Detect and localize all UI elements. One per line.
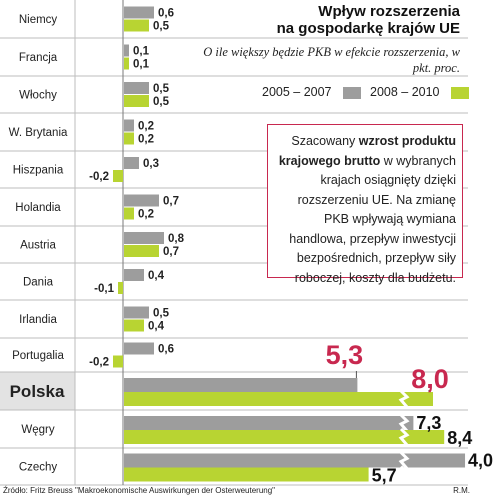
category-label: Portugalia bbox=[12, 350, 64, 362]
labels-layer: Niemcy0,60,5Francja0,10,1Włochy0,50,5W. … bbox=[9, 8, 493, 486]
bar-austria-s2 bbox=[124, 245, 159, 257]
bar-niemcy-s1 bbox=[124, 6, 154, 19]
value-label: 0,3 bbox=[143, 158, 159, 170]
bar-w-ochy-s1 bbox=[124, 82, 149, 94]
bar-holandia-s2 bbox=[124, 207, 134, 220]
value-label: 0,2 bbox=[138, 209, 154, 221]
value-label-large: 8,4 bbox=[447, 428, 472, 448]
chart-title-line1: Wpływ rozszerzenia bbox=[318, 3, 460, 20]
value-label: 0,8 bbox=[168, 233, 185, 245]
bar-czechy-s1 bbox=[124, 453, 466, 468]
legend-series1-label: 2005 – 2007 bbox=[262, 85, 332, 99]
value-label: 0,7 bbox=[163, 246, 179, 258]
bar-w-brytania-s1 bbox=[124, 119, 134, 132]
category-label: Włochy bbox=[19, 90, 57, 102]
bar-portugalia-s2 bbox=[113, 355, 123, 368]
value-label-large: 4,0 bbox=[468, 451, 493, 471]
category-label: Dania bbox=[23, 277, 54, 289]
value-label: 0,6 bbox=[158, 8, 174, 20]
value-label: 0,5 bbox=[153, 308, 170, 320]
value-label: 0,5 bbox=[153, 21, 170, 33]
bar-austria-s1 bbox=[124, 232, 164, 244]
chart-title: Wpływ rozszerzenia na gospodarkę krajów … bbox=[160, 3, 460, 37]
legend-series2: 2008 – 2010 bbox=[370, 84, 469, 100]
value-label: 0,6 bbox=[158, 344, 174, 356]
category-label: Irlandia bbox=[19, 314, 57, 326]
category-label: Czechy bbox=[19, 462, 58, 474]
value-label-large: 5,7 bbox=[372, 466, 397, 486]
bar-holandia-s1 bbox=[124, 194, 159, 207]
category-label: Holandia bbox=[15, 202, 61, 214]
axis-break-mark bbox=[398, 427, 410, 446]
bar-czechy-s2 bbox=[124, 467, 369, 482]
axis-break-mark bbox=[398, 451, 410, 470]
info-text-before: Szacowany bbox=[291, 134, 359, 148]
legend-series2-swatch bbox=[451, 86, 469, 99]
value-label: 0,1 bbox=[133, 59, 150, 71]
bar-portugalia-s1 bbox=[124, 342, 154, 355]
value-label: 0,4 bbox=[148, 321, 165, 333]
bar-polska-s2 bbox=[124, 392, 433, 406]
bar-niemcy-s2 bbox=[124, 19, 149, 32]
chart-title-line2: na gospodarkę krajów UE bbox=[276, 20, 460, 37]
category-label: Austria bbox=[20, 240, 56, 252]
bar-francja-s2 bbox=[124, 57, 129, 70]
bar-w-ochy-s2 bbox=[124, 95, 149, 107]
bar-dania-s1 bbox=[124, 269, 144, 281]
bar-polska-s1 bbox=[124, 378, 358, 392]
info-text-after: w wybranych krajach osiągnięty dzięki ro… bbox=[289, 153, 456, 285]
value-label: -0,2 bbox=[89, 171, 109, 183]
axis-break-mark bbox=[398, 375, 410, 394]
value-label-large: 7,3 bbox=[416, 413, 441, 433]
axis-break-mark bbox=[398, 389, 410, 408]
bar-w-gry-s1 bbox=[124, 416, 414, 430]
value-label: 0,1 bbox=[133, 46, 150, 58]
bar-francja-s1 bbox=[124, 44, 129, 57]
info-box: Szacowany wzrost produktu krajowego brut… bbox=[267, 124, 463, 285]
info-text-bold: wzrost produktu krajowego brutto bbox=[278, 134, 456, 168]
value-label: 0,2 bbox=[138, 134, 154, 146]
category-label: Francja bbox=[19, 52, 58, 64]
bars-layer bbox=[113, 6, 466, 484]
category-label: Hiszpania bbox=[13, 165, 64, 177]
bar-dania-s2 bbox=[118, 282, 123, 294]
legend-series1-swatch bbox=[343, 86, 361, 99]
axis-break-mark bbox=[398, 413, 410, 432]
bar-irlandia-s1 bbox=[124, 306, 149, 319]
axis-break-mark bbox=[398, 465, 410, 484]
bar-w-brytania-s2 bbox=[124, 132, 134, 145]
value-label: -0,1 bbox=[94, 283, 114, 295]
grid-layer bbox=[0, 0, 468, 486]
value-label-highlight: 8,0 bbox=[411, 364, 449, 394]
value-label: 0,7 bbox=[163, 196, 179, 208]
category-label: W. Brytania bbox=[9, 127, 68, 139]
category-label: Polska bbox=[10, 382, 65, 401]
value-label: 0,5 bbox=[153, 83, 170, 95]
bar-hiszpania-s1 bbox=[124, 157, 139, 169]
bar-hiszpania-s2 bbox=[113, 170, 123, 182]
value-label-highlight: 5,3 bbox=[326, 340, 364, 370]
value-label: -0,2 bbox=[89, 357, 109, 369]
bar-irlandia-s2 bbox=[124, 319, 144, 332]
chart-subtitle: O ile większy będzie PKB w efekcie rozsz… bbox=[203, 45, 460, 75]
bar-w-gry-s2 bbox=[124, 430, 445, 444]
category-label: Węgry bbox=[21, 424, 54, 436]
author-note: R.M. bbox=[453, 486, 470, 495]
value-label: 0,2 bbox=[138, 121, 154, 133]
value-label: 0,4 bbox=[148, 270, 165, 282]
value-label: 0,5 bbox=[153, 96, 170, 108]
highlight-row-bg bbox=[0, 372, 75, 410]
category-label: Niemcy bbox=[19, 14, 58, 26]
source-note: Źródło: Fritz Breuss "Makroekonomische A… bbox=[3, 486, 276, 495]
legend-series2-label: 2008 – 2010 bbox=[370, 85, 440, 99]
legend-series1: 2005 – 2007 bbox=[262, 84, 361, 100]
